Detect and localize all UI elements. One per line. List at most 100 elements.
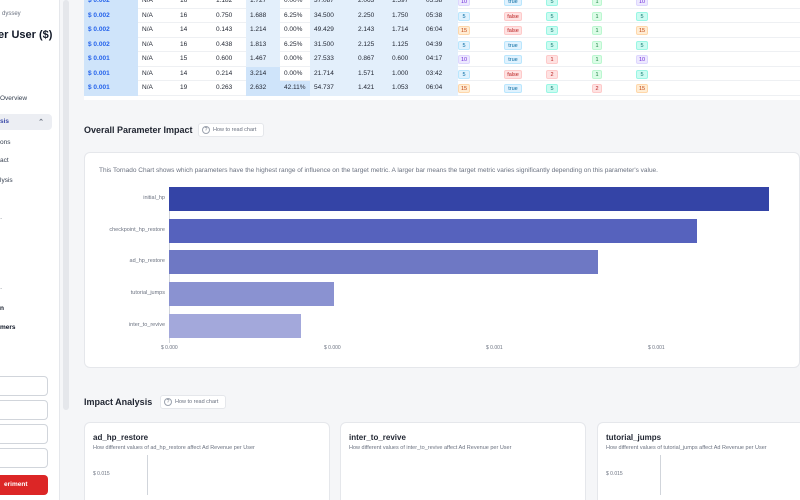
- tornado-category-label: tutorial_jumps: [130, 290, 165, 296]
- sidebar-input-3[interactable]: [0, 424, 48, 444]
- sidebar-item-section[interactable]: n: [0, 305, 4, 312]
- table-cell: 0.438: [216, 40, 233, 48]
- sidebar-input-2[interactable]: [0, 400, 48, 420]
- impact-card-y-tick: $ 0.015: [93, 471, 110, 477]
- run-experiment-button[interactable]: eriment: [0, 475, 48, 495]
- impact-card-y-tick: $ 0.015: [606, 471, 623, 477]
- value-badge: 5: [546, 0, 558, 6]
- chevron-up-icon[interactable]: ⌃: [38, 119, 44, 126]
- table-row[interactable]: $ 0.002 N/A 16 0.750 1.688 6.25% 34.500 2.250 1.…: [84, 8, 800, 23]
- sidebar-input-4[interactable]: [0, 448, 48, 468]
- table-row[interactable]: $ 0.002 N/A 16 1.182 1.727 0.00% 37.087 2.063 1.…: [84, 0, 800, 9]
- impact-card-inter-to-revive: inter_to_revive How different values of …: [340, 422, 586, 500]
- table-row[interactable]: $ 0.002 N/A 16 0.438 1.813 6.25% 31.500 2.125 1.…: [84, 37, 800, 52]
- sidebar-item-customers[interactable]: mers: [0, 324, 16, 331]
- sidebar-subitem-impact[interactable]: act: [0, 157, 9, 164]
- tornado-chart-card: This Tornado Chart shows which parameter…: [84, 152, 800, 368]
- table-row[interactable]: $ 0.001 N/A 14 0.214 3.214 0.00% 21.714 1.571 1.…: [84, 66, 800, 81]
- table-cell: 49.429: [310, 23, 354, 38]
- table-cell: 06:04: [422, 23, 458, 38]
- value-badge: 1: [592, 55, 602, 64]
- impact-section-title: Impact Analysis: [84, 397, 153, 407]
- value-badge: 10: [636, 0, 648, 6]
- table-cell: 2.143: [354, 23, 388, 38]
- table-cell: 1.714: [388, 23, 422, 38]
- value-badge: 5: [636, 69, 648, 79]
- table-cell: 2.063: [354, 0, 388, 9]
- value-badge: 2: [592, 84, 602, 93]
- table-cell: 1.000: [388, 66, 422, 81]
- table-cell: $ 0.002: [84, 37, 138, 52]
- sidebar: dyssey er User ($) Overview sis ⌃ ons ac…: [0, 0, 60, 500]
- tornado-bar-initial-hp[interactable]: [169, 187, 769, 211]
- table-cell: 16: [180, 11, 188, 19]
- table-cell: 16: [180, 40, 188, 48]
- table-cell: 42.11%: [280, 81, 310, 96]
- value-badge: 1: [592, 0, 602, 6]
- impact-card-title: tutorial_jumps: [606, 433, 662, 442]
- table-cell: 54.737: [310, 81, 354, 96]
- value-badge: true: [504, 40, 522, 50]
- sidebar-dot: ·: [0, 285, 3, 292]
- value-badge: 15: [458, 26, 470, 35]
- value-badge: 5: [546, 84, 558, 93]
- value-badge: 15: [458, 84, 470, 93]
- tornado-bar-ad-hp-restore[interactable]: [169, 250, 598, 274]
- tornado-x-tick: $ 0.001: [648, 345, 665, 351]
- tornado-category-label: ad_hp_restore: [129, 258, 165, 264]
- sidebar-scrollbar[interactable]: [63, 0, 69, 410]
- impact-card-title: ad_hp_restore: [93, 433, 149, 442]
- table-cell: $ 0.001: [84, 81, 138, 96]
- table-cell: 34.500: [310, 8, 354, 23]
- value-badge: 15: [636, 26, 648, 35]
- tornado-bar-tutorial-jumps[interactable]: [169, 282, 334, 306]
- table-cell: 2.250: [354, 8, 388, 23]
- howto-label: How to read chart: [213, 127, 257, 133]
- table-cell: 2.125: [354, 37, 388, 52]
- tornado-bar-inter-to-revive[interactable]: [169, 314, 301, 338]
- results-table: $ 0.002 N/A 16 1.182 1.727 0.00% 37.087 2.063 1.…: [84, 0, 800, 100]
- sidebar-subitem-analysis[interactable]: lysis: [0, 177, 13, 184]
- how-to-read-chart-button-2[interactable]: ? How to read chart: [160, 395, 226, 409]
- table-cell: 1.688: [246, 8, 280, 23]
- table-cell: 31.500: [310, 37, 354, 52]
- tornado-category-label: inter_to_revive: [128, 322, 165, 328]
- table-cell: 1.813: [246, 37, 280, 52]
- value-badge: false: [504, 26, 522, 35]
- sidebar-item-label: Overview: [0, 95, 28, 102]
- table-cell: 0.214: [216, 69, 233, 77]
- how-to-read-chart-button[interactable]: ? How to read chart: [198, 123, 264, 137]
- table-cell: 2.632: [246, 81, 280, 96]
- impact-card-ad-hp-restore: ad_hp_restore How different values of ad…: [84, 422, 330, 500]
- table-row[interactable]: $ 0.002 N/A 14 0.143 1.214 0.00% 49.429 2.143 1.…: [84, 23, 800, 38]
- table-cell: 0.263: [216, 84, 233, 91]
- sidebar-subitem-combinations[interactable]: ons: [0, 139, 10, 146]
- table-cell: $ 0.001: [84, 66, 138, 81]
- sidebar-item-label: act: [0, 157, 9, 164]
- table-cell: 16: [180, 0, 188, 4]
- impact-card-subtitle: How different values of inter_to_revive …: [349, 445, 512, 451]
- table-row[interactable]: $ 0.001 N/A 15 0.600 1.467 0.00% 27.533 0.867 0.…: [84, 52, 800, 67]
- table-cell: 0.00%: [284, 26, 303, 33]
- table-cell: 1.750: [388, 8, 422, 23]
- value-badge: true: [504, 55, 522, 64]
- sidebar-item-overview[interactable]: Overview: [0, 95, 27, 102]
- table-cell: 37.087: [310, 0, 354, 9]
- table-cell: N/A: [142, 69, 153, 77]
- tornado-description: This Tornado Chart shows which parameter…: [99, 167, 658, 174]
- value-badge: 1: [546, 55, 558, 64]
- value-badge: false: [504, 69, 522, 79]
- value-badge: true: [504, 0, 522, 6]
- table-cell: 05:38: [422, 0, 458, 9]
- table-cell: 1.597: [388, 0, 422, 9]
- table-cell: 0.143: [216, 26, 233, 33]
- table-cell: 05:38: [422, 8, 458, 23]
- sidebar-item-label: n: [0, 305, 4, 312]
- tornado-bar-checkpoint-hp-restore[interactable]: [169, 219, 697, 243]
- value-badge: 5: [458, 11, 470, 21]
- sidebar-item-analysis[interactable]: sis ⌃: [0, 114, 52, 130]
- table-cell: 0.00%: [284, 0, 303, 4]
- sidebar-item-label: ons: [0, 139, 11, 146]
- sidebar-input-1[interactable]: [0, 376, 48, 396]
- table-row[interactable]: $ 0.001 N/A 19 0.263 2.632 42.11% 54.737 1.421 1…: [84, 81, 800, 96]
